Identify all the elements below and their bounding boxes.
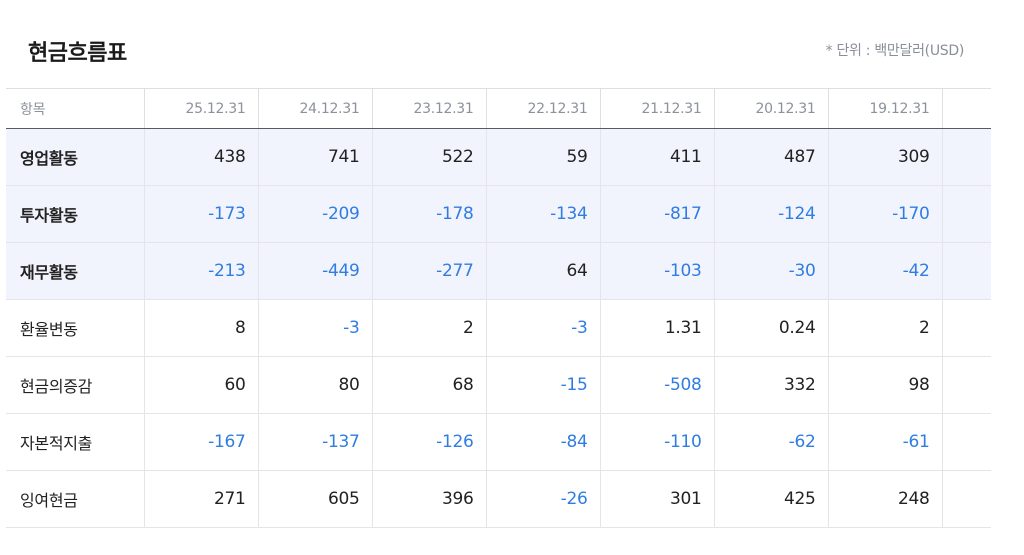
table-cell: -30 (714, 242, 829, 300)
table-row: 환율변동 8 -3 2 -3 1.31 0.24 2 (6, 299, 991, 357)
table-cell: 98 (828, 356, 943, 414)
table-cell: 60 (144, 356, 259, 414)
cash-flow-table: 항목 25.12.31 24.12.31 23.12.31 22.12.31 2… (6, 88, 991, 528)
table-cell: 411 (600, 128, 715, 186)
table-cell: 332 (714, 356, 829, 414)
table-cell: 59 (486, 128, 601, 186)
column-header-date: 23.12.31 (372, 88, 487, 129)
table-cell: 741 (258, 128, 373, 186)
column-header-spacer (942, 88, 991, 129)
column-header-date: 25.12.31 (144, 88, 259, 129)
unit-note: * 단위 : 백만달러(USD) (825, 43, 965, 59)
table-cell: -42 (828, 242, 943, 300)
column-header-date: 20.12.31 (714, 88, 829, 129)
column-header-date: 24.12.31 (258, 88, 373, 129)
table-cell: 68 (372, 356, 487, 414)
row-spacer (942, 128, 991, 186)
table-cell: -173 (144, 185, 259, 243)
table-row: 현금의증감 60 80 68 -15 -508 332 98 (6, 356, 991, 414)
table-cell: -277 (372, 242, 487, 300)
table-cell: -213 (144, 242, 259, 300)
table-cell: 1.31 (600, 299, 715, 357)
table-row: 재무활동 -213 -449 -277 64 -103 -30 -42 (6, 242, 991, 300)
column-header-item: 항목 (6, 88, 145, 129)
table-cell: -3 (486, 299, 601, 357)
table-cell: 487 (714, 128, 829, 186)
table-cell: -209 (258, 185, 373, 243)
table-row: 영업활동 438 741 522 59 411 487 309 (6, 128, 991, 186)
page-header: 현금흐름표 * 단위 : 백만달러(USD) (0, 0, 1024, 88)
table-cell: -134 (486, 185, 601, 243)
table-cell: 438 (144, 128, 259, 186)
table-cell: 271 (144, 470, 259, 528)
table-cell: -817 (600, 185, 715, 243)
column-header-date: 22.12.31 (486, 88, 601, 129)
table-cell: -62 (714, 413, 829, 471)
table-row: 잉여현금 271 605 396 -26 301 425 248 (6, 470, 991, 528)
table-cell: -26 (486, 470, 601, 528)
table-cell: -124 (714, 185, 829, 243)
row-label: 환율변동 (6, 299, 145, 357)
table-cell: -61 (828, 413, 943, 471)
row-spacer (942, 357, 991, 414)
table-cell: 248 (828, 470, 943, 528)
table-cell: -178 (372, 185, 487, 243)
row-spacer (942, 471, 991, 528)
table-cell: -449 (258, 242, 373, 300)
table-cell: 0.24 (714, 299, 829, 357)
table-row: 투자활동 -173 -209 -178 -134 -817 -124 -170 (6, 185, 991, 243)
table-row: 자본적지출 -167 -137 -126 -84 -110 -62 -61 (6, 413, 991, 471)
row-label: 영업활동 (6, 128, 145, 186)
table-body: 영업활동 438 741 522 59 411 487 309 투자활동 -173 -209 -178… (6, 128, 991, 528)
table-cell: 8 (144, 299, 259, 357)
table-cell: 425 (714, 470, 829, 528)
table-cell: -103 (600, 242, 715, 300)
row-spacer (942, 242, 991, 300)
table-cell: -84 (486, 413, 601, 471)
row-label: 재무활동 (6, 242, 145, 300)
row-spacer (942, 414, 991, 471)
table-cell: 396 (372, 470, 487, 528)
table-cell: 2 (828, 299, 943, 357)
row-label: 잉여현금 (6, 470, 145, 528)
table-header-row: 항목 25.12.31 24.12.31 23.12.31 22.12.31 2… (6, 88, 991, 129)
table-cell: 301 (600, 470, 715, 528)
table-cell: -167 (144, 413, 259, 471)
column-header-date: 19.12.31 (828, 88, 943, 129)
table-cell: 64 (486, 242, 601, 300)
table-cell: -137 (258, 413, 373, 471)
table-cell: 309 (828, 128, 943, 186)
table-cell: 80 (258, 356, 373, 414)
page-title: 현금흐름표 (28, 41, 127, 66)
table-cell: 2 (372, 299, 487, 357)
table-cell: 522 (372, 128, 487, 186)
table-cell: -126 (372, 413, 487, 471)
table-cell: -508 (600, 356, 715, 414)
row-label: 현금의증감 (6, 356, 145, 414)
row-spacer (942, 300, 991, 357)
row-label: 투자활동 (6, 185, 145, 243)
table-cell: 605 (258, 470, 373, 528)
table-cell: -110 (600, 413, 715, 471)
table-cell: -170 (828, 185, 943, 243)
table-cell: -15 (486, 356, 601, 414)
row-label: 자본적지출 (6, 413, 145, 471)
table-cell: -3 (258, 299, 373, 357)
column-header-date: 21.12.31 (600, 88, 715, 129)
row-spacer (942, 185, 991, 243)
